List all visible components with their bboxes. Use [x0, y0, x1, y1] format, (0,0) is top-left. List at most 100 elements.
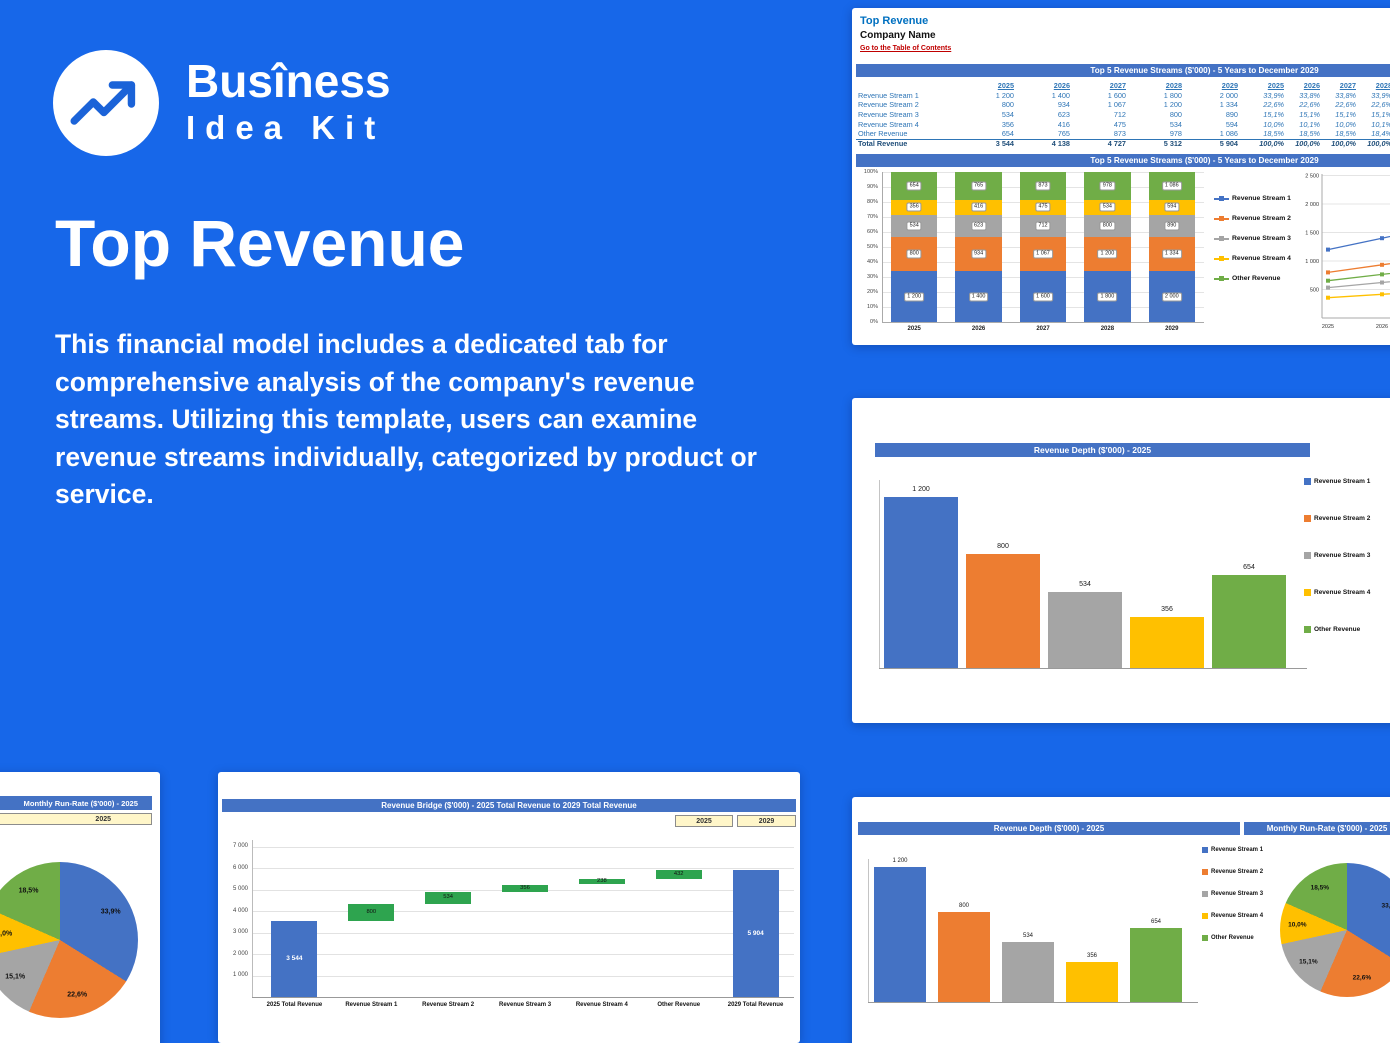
data-label: 1 200 — [892, 858, 908, 864]
bar — [1212, 574, 1286, 668]
bar — [1130, 928, 1182, 1002]
x-axis-label: Other Revenue — [657, 1002, 701, 1008]
year-header: 2027 — [1339, 81, 1356, 91]
run-rate-card: Monthly Run-Rate ($'000) - 2025 2025 33,… — [0, 772, 160, 1043]
data-label: 1 086 — [1161, 181, 1182, 191]
waterfall-bar — [348, 903, 395, 921]
value-cell: 765 — [1057, 129, 1070, 139]
run-rate-pie-chart-small: 33,9% 22,6% 15,1% 10,0% 18,5% — [1280, 863, 1390, 997]
data-label: 654 — [1243, 563, 1255, 571]
year-header: 2025 — [997, 81, 1014, 91]
stacked-bar-segment: 654 — [891, 172, 938, 200]
data-label: 10,0% — [1288, 921, 1307, 929]
row-label: Total Revenue — [858, 139, 908, 149]
data-label: 356 — [1086, 952, 1097, 959]
value-cell: 654 — [1001, 129, 1014, 139]
data-label: 800 — [958, 903, 969, 909]
legend-label: Revenue Stream 1 — [1314, 478, 1371, 485]
y-axis-label: 20% — [866, 288, 878, 295]
stacked-bar-segment: 1 200 — [891, 271, 938, 322]
legend-marker — [1214, 236, 1229, 241]
pct-cell: 100,0% — [1259, 139, 1284, 149]
value-cell: 416 — [1057, 119, 1070, 129]
data-label: 654 — [1150, 919, 1161, 926]
y-axis-label: 80% — [866, 198, 878, 205]
pct-cell: 33,8% — [1299, 90, 1320, 100]
grid-line — [252, 932, 794, 934]
data-label: 1 600 — [1033, 292, 1053, 302]
stacked-bar-segment: 356 — [891, 199, 938, 215]
bar — [966, 554, 1040, 668]
waterfall-bar — [578, 879, 625, 885]
data-label: 432 — [673, 871, 684, 878]
waterfall-bar — [271, 920, 318, 997]
stacked-bar-segment: 765 — [955, 172, 1002, 200]
data-label: 594 — [1164, 202, 1180, 212]
year-selector-cell[interactable]: 2025 — [0, 813, 152, 825]
grid-line — [252, 846, 794, 848]
grid-line — [868, 859, 869, 1002]
value-cell: 534 — [1169, 119, 1182, 129]
row-label: Revenue Stream 2 — [858, 100, 919, 110]
pct-cell: 15,1% — [1299, 110, 1320, 120]
value-cell: 475 — [1113, 119, 1126, 129]
y-axis-label: 90% — [866, 183, 878, 190]
grid-line — [879, 668, 1307, 669]
grid-line — [252, 868, 794, 869]
pie-chart-disc — [1280, 863, 1390, 997]
toc-link[interactable]: Go to the Table of Contents — [860, 45, 952, 52]
bar — [884, 497, 958, 668]
table-row: Revenue Stream 1 1 200 1 400 1 600 1 800 2 00… — [856, 91, 1390, 101]
waterfall-chart: 7 000 6 000 5 000 4 000 3 000 2 000 1 000 3 544… — [218, 830, 800, 1043]
legend-marker — [1202, 913, 1208, 919]
bar — [938, 912, 990, 1002]
legend-item: Other Revenue — [1304, 626, 1370, 633]
value-cell: 594 — [1225, 119, 1238, 129]
value-cell: 934 — [1057, 100, 1070, 110]
stacked-bar-segment: 475 — [1019, 199, 1067, 215]
pct-cell: 10,1% — [1371, 119, 1390, 129]
data-label: 5 904 — [747, 930, 764, 937]
y-axis-label: 30% — [866, 273, 878, 280]
legend-label: Revenue Stream 4 — [1232, 255, 1291, 262]
run-rate-title: Monthly Run-Rate ($'000) - 2025 — [0, 796, 152, 810]
pct-cell: 10,0% — [1335, 119, 1356, 129]
value-cell: 712 — [1113, 110, 1126, 120]
stacked-bar-segment: 800 — [891, 237, 938, 272]
x-axis-label: 2025 Total Revenue — [266, 1002, 323, 1008]
y-axis-label: 50% — [866, 243, 878, 250]
data-label: 800 — [997, 543, 1009, 550]
data-label: 800 — [906, 249, 922, 259]
table-row: Revenue Stream 4 356 416 475 534 594 10,0% 10,1… — [856, 119, 1390, 129]
stacked-bar-segment: 594 — [1148, 199, 1195, 215]
brand-line1: Busîness — [186, 55, 391, 107]
pct-cell: 15,1% — [1263, 110, 1284, 120]
pct-cell: 100,0% — [1331, 139, 1356, 149]
y-axis-label: 40% — [866, 258, 878, 265]
stacked-bar-segment: 416 — [955, 199, 1002, 215]
legend-item: Revenue Stream 2 — [1214, 215, 1291, 222]
bar — [1048, 591, 1122, 668]
data-label: 1 200 — [912, 486, 930, 493]
x-axis-label: Revenue Stream 1 — [345, 1002, 398, 1008]
year-selector-cell[interactable]: 2029 — [737, 815, 796, 827]
legend-label: Revenue Stream 2 — [1314, 515, 1371, 522]
year-selector-cell[interactable]: 2025 — [675, 815, 733, 827]
y-axis-label: 4 000 — [232, 907, 248, 914]
svg-text:2 000: 2 000 — [1305, 202, 1319, 208]
value-cell: 1 200 — [995, 90, 1014, 100]
legend-marker — [1214, 276, 1229, 281]
value-cell: 2 000 — [1219, 90, 1238, 100]
stacked-bar-segment: 2 000 — [1148, 271, 1195, 322]
legend-item: Other Revenue — [1214, 275, 1291, 282]
legend-item: Revenue Stream 4 — [1304, 589, 1370, 596]
legend-marker — [1214, 256, 1229, 261]
data-label: 654 — [906, 181, 922, 191]
table-row: Other Revenue 654 765 873 978 1 086 18,5% 18,5%… — [856, 129, 1390, 139]
legend-marker-square — [1219, 276, 1224, 281]
data-label: 534 — [443, 894, 453, 901]
stacked-chart-legend: Revenue Stream 1 Revenue Stream 2 Revenue … — [1214, 195, 1291, 282]
legend-label: Revenue Stream 2 — [1211, 869, 1264, 875]
